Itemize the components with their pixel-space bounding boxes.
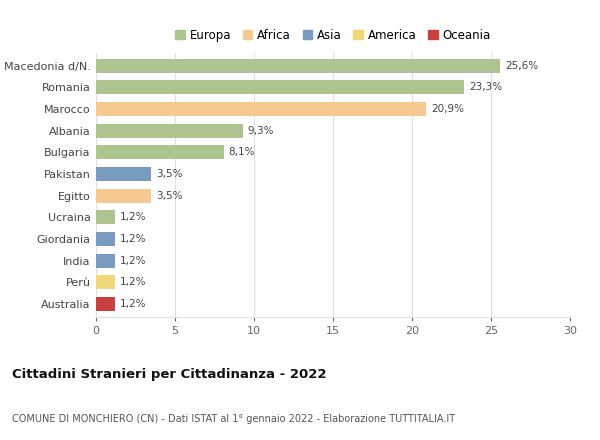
- Text: 9,3%: 9,3%: [248, 126, 274, 136]
- Bar: [96, 189, 151, 203]
- Text: COMUNE DI MONCHIERO (CN) - Dati ISTAT al 1° gennaio 2022 - Elaborazione TUTTITAL: COMUNE DI MONCHIERO (CN) - Dati ISTAT al…: [12, 414, 455, 425]
- Text: 25,6%: 25,6%: [505, 61, 538, 71]
- Bar: [96, 167, 151, 181]
- Text: 3,5%: 3,5%: [156, 191, 182, 201]
- Bar: [96, 124, 243, 138]
- Text: 1,2%: 1,2%: [120, 212, 146, 222]
- Bar: [96, 232, 115, 246]
- Bar: [96, 102, 426, 116]
- Text: 1,2%: 1,2%: [120, 256, 146, 265]
- Bar: [96, 275, 115, 289]
- Text: 1,2%: 1,2%: [120, 277, 146, 287]
- Bar: [96, 253, 115, 268]
- Bar: [96, 145, 224, 159]
- Legend: Europa, Africa, Asia, America, Oceania: Europa, Africa, Asia, America, Oceania: [175, 29, 491, 42]
- Text: 8,1%: 8,1%: [229, 147, 255, 158]
- Text: 3,5%: 3,5%: [156, 169, 182, 179]
- Bar: [96, 210, 115, 224]
- Bar: [96, 81, 464, 95]
- Text: Cittadini Stranieri per Cittadinanza - 2022: Cittadini Stranieri per Cittadinanza - 2…: [12, 368, 326, 381]
- Text: 1,2%: 1,2%: [120, 234, 146, 244]
- Bar: [96, 59, 500, 73]
- Bar: [96, 297, 115, 311]
- Text: 1,2%: 1,2%: [120, 299, 146, 309]
- Text: 23,3%: 23,3%: [469, 82, 502, 92]
- Text: 20,9%: 20,9%: [431, 104, 464, 114]
